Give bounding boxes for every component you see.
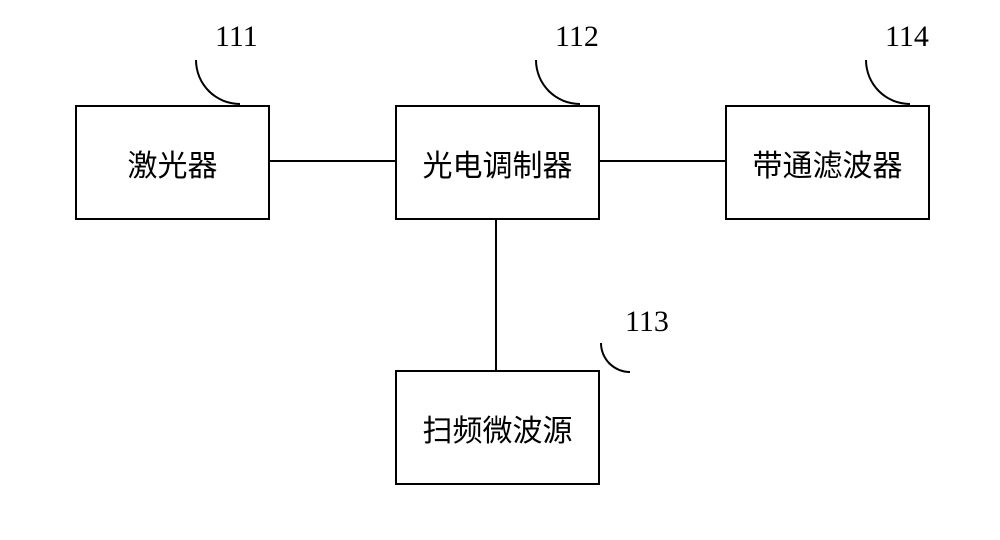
callout-113-number: 113 xyxy=(625,305,669,339)
block-source-label: 扫频微波源 xyxy=(423,406,573,450)
block-laser-label: 激光器 xyxy=(128,141,218,185)
callout-113-arc xyxy=(600,343,630,373)
block-modulator: 光电调制器 xyxy=(395,105,600,220)
block-source: 扫频微波源 xyxy=(395,370,600,485)
callout-111-arc xyxy=(195,60,240,105)
block-laser: 激光器 xyxy=(75,105,270,220)
callout-112-number: 112 xyxy=(555,20,599,54)
connector-modulator-source xyxy=(495,220,497,370)
callout-114-arc xyxy=(865,60,910,105)
block-filter: 带通滤波器 xyxy=(725,105,930,220)
diagram-canvas: 激光器 光电调制器 带通滤波器 扫频微波源 111 112 114 113 xyxy=(0,0,1000,540)
block-modulator-label: 光电调制器 xyxy=(423,141,573,185)
connector-modulator-filter xyxy=(600,160,725,162)
connector-laser-modulator xyxy=(270,160,395,162)
callout-112-arc xyxy=(535,60,580,105)
callout-114-number: 114 xyxy=(885,20,929,54)
block-filter-label: 带通滤波器 xyxy=(753,141,903,185)
callout-111-number: 111 xyxy=(215,20,258,54)
